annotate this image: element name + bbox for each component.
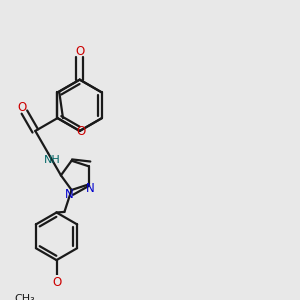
Text: O: O [76,125,85,138]
Text: O: O [17,101,26,114]
Text: O: O [53,276,62,289]
Text: O: O [75,45,84,58]
Text: N: N [86,182,95,196]
Text: N: N [65,188,74,201]
Text: NH: NH [44,155,61,165]
Text: CH₃: CH₃ [14,294,35,300]
